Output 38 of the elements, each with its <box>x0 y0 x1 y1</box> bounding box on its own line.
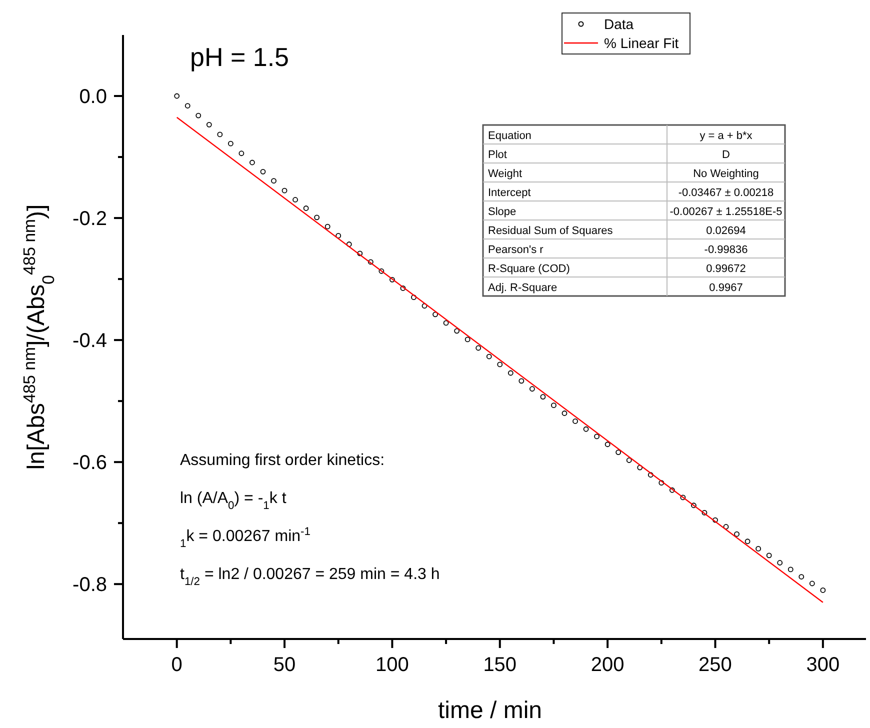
annotation: Residual Sum of Squares <box>488 225 614 237</box>
annotation: D <box>722 149 730 161</box>
y-tick-label: -0.8 <box>72 574 107 596</box>
annotation: ln (A/A$_{0}$) = -$_{1}$k t <box>180 490 287 512</box>
annotation: No Weighting <box>693 168 759 180</box>
annotation: Slope <box>488 206 516 218</box>
x-tick-label: 200 <box>590 654 624 676</box>
annotation: Equation <box>488 130 532 142</box>
annotation: Plot <box>488 149 507 161</box>
annotation: Assuming first order kinetics: <box>180 452 385 469</box>
annotation: $_{1}$k = 0.00267 min$^{-1}$ <box>180 526 310 550</box>
x-axis-title: time / min <box>438 697 542 724</box>
annotation: Weight <box>488 168 522 180</box>
x-tick-label: 0 <box>171 654 182 676</box>
annotation: R-Square (COD) <box>488 263 570 275</box>
annotation: Adj. R-Square <box>488 282 558 294</box>
y-tick-label: -0.4 <box>72 330 107 352</box>
x-tick-label: 150 <box>483 654 517 676</box>
annotation: t$_{1/2}$ = ln2 / 0.00267 = 259 min = 4.3 h <box>180 566 440 588</box>
annotation: 0.9967 <box>709 282 743 294</box>
annotation: 0.02694 <box>706 225 746 237</box>
x-tick-label: 300 <box>806 654 840 676</box>
y-tick-label: 0.0 <box>79 86 107 108</box>
annotation: y = a + b*x <box>700 130 753 142</box>
legend-label: % Linear Fit <box>604 35 679 51</box>
annotation: -0.00267 ± 1.25518E-5 <box>670 206 782 218</box>
y-tick-label: -0.6 <box>72 452 107 474</box>
annotation: Intercept <box>488 187 531 199</box>
x-tick-label: 100 <box>376 654 409 676</box>
annotation: pH = 1.5 <box>190 42 290 72</box>
annotation: -0.03467 ± 0.00218 <box>678 187 774 199</box>
legend-label: Data <box>604 16 634 32</box>
x-tick-label: 50 <box>273 654 296 676</box>
y-tick-label: -0.2 <box>72 208 107 230</box>
annotation: Pearson's r <box>488 244 544 256</box>
annotation: -0.99836 <box>704 244 748 256</box>
x-tick-label: 250 <box>698 654 732 676</box>
annotation: 0.99672 <box>706 263 746 275</box>
